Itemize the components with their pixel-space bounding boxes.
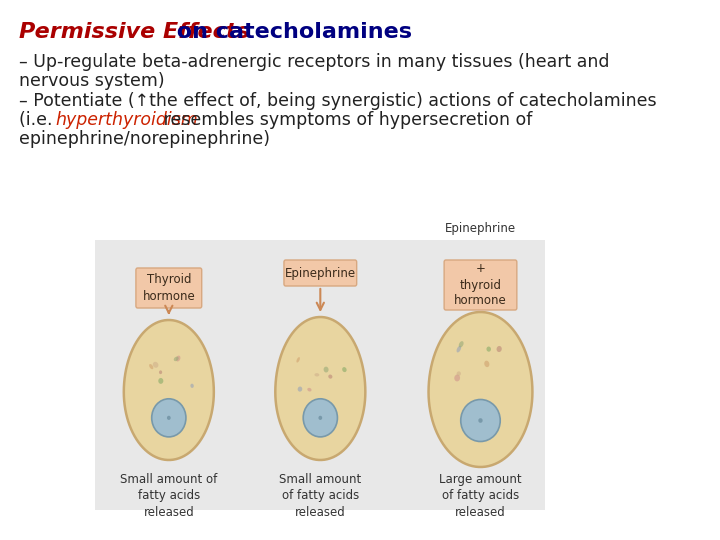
Ellipse shape (307, 388, 312, 392)
Text: – Up-regulate beta-adrenergic receptors in many tissues (heart and: – Up-regulate beta-adrenergic receptors … (19, 53, 610, 71)
Text: Epinephrine: Epinephrine (284, 267, 356, 280)
Text: Large amount
of fatty acids
released: Large amount of fatty acids released (439, 473, 522, 519)
Ellipse shape (328, 375, 333, 379)
Text: nervous system): nervous system) (19, 72, 165, 90)
Text: epinephrine/norepinephrine): epinephrine/norepinephrine) (19, 130, 270, 148)
Ellipse shape (478, 418, 482, 423)
Text: – Potentiate (↑the effect of, being synergistic) actions of catecholamines: – Potentiate (↑the effect of, being syne… (19, 92, 657, 110)
Ellipse shape (318, 416, 323, 420)
Text: resembles symptoms of hypersecretion of: resembles symptoms of hypersecretion of (158, 111, 532, 129)
Ellipse shape (158, 378, 163, 384)
Text: +
thyroid
hormone: + thyroid hormone (454, 262, 507, 307)
Ellipse shape (323, 367, 328, 373)
PathPatch shape (428, 312, 532, 467)
Ellipse shape (459, 341, 464, 347)
Ellipse shape (315, 373, 320, 376)
Ellipse shape (297, 387, 302, 392)
Text: hyperthyroidism: hyperthyroidism (55, 111, 198, 129)
Ellipse shape (303, 399, 338, 437)
Ellipse shape (454, 375, 460, 381)
FancyBboxPatch shape (95, 240, 546, 510)
Text: on catecholamines: on catecholamines (168, 22, 412, 42)
PathPatch shape (124, 320, 214, 460)
FancyBboxPatch shape (444, 260, 517, 310)
Ellipse shape (487, 347, 491, 352)
Ellipse shape (485, 361, 490, 367)
Ellipse shape (149, 364, 153, 369)
Text: Small amount of
fatty acids
released: Small amount of fatty acids released (120, 473, 217, 519)
Ellipse shape (174, 356, 179, 361)
Text: Permissive Effects: Permissive Effects (19, 22, 250, 42)
Ellipse shape (342, 367, 346, 372)
PathPatch shape (275, 317, 365, 460)
Ellipse shape (153, 362, 158, 368)
Ellipse shape (152, 399, 186, 437)
Ellipse shape (297, 357, 300, 362)
Ellipse shape (176, 355, 181, 361)
Text: Epinephrine: Epinephrine (445, 222, 516, 235)
Text: Small amount
of fatty acids
released: Small amount of fatty acids released (279, 473, 361, 519)
Ellipse shape (461, 400, 500, 442)
Ellipse shape (159, 370, 162, 374)
FancyBboxPatch shape (136, 268, 202, 308)
Text: (i.e.: (i.e. (19, 111, 58, 129)
Ellipse shape (190, 384, 194, 388)
Ellipse shape (456, 372, 461, 376)
Ellipse shape (497, 346, 502, 352)
FancyBboxPatch shape (284, 260, 356, 286)
Text: Thyroid
hormone: Thyroid hormone (143, 273, 195, 302)
Ellipse shape (167, 416, 171, 420)
Ellipse shape (456, 346, 461, 353)
